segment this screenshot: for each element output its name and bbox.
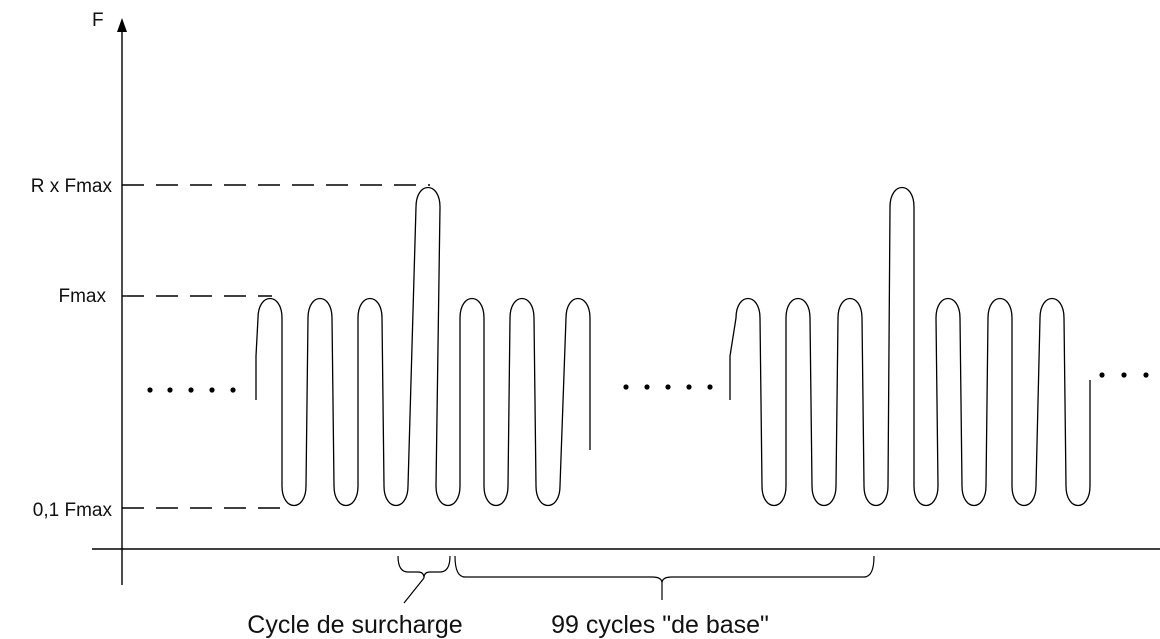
right-dot-2 bbox=[1121, 372, 1127, 378]
level-label-max: Fmax bbox=[59, 286, 107, 307]
overload-brace-pointer bbox=[403, 577, 425, 604]
base-brace bbox=[454, 555, 875, 600]
left-dot-4 bbox=[209, 387, 215, 393]
axes bbox=[92, 18, 1160, 585]
right-dot-3 bbox=[1143, 372, 1149, 378]
overload-cycle-label: Cycle de surcharge bbox=[247, 611, 462, 639]
middle-dot-1 bbox=[623, 384, 629, 390]
waveform-group-1 bbox=[255, 187, 591, 506]
left-dot-1 bbox=[147, 387, 153, 393]
left-dot-2 bbox=[167, 387, 173, 393]
overload-brace bbox=[397, 555, 451, 604]
axis-label-F: F bbox=[92, 10, 104, 31]
left-dot-5 bbox=[230, 387, 236, 393]
base-cycles-label: 99 cycles "de base" bbox=[551, 611, 769, 639]
continuation-dots bbox=[147, 372, 1149, 393]
level-label-min: 0,1 Fmax bbox=[33, 500, 113, 521]
middle-dot-5 bbox=[707, 384, 713, 390]
left-dot-3 bbox=[188, 387, 194, 393]
waveform-path-1 bbox=[255, 187, 591, 506]
waveform-path-2 bbox=[729, 187, 1091, 506]
right-dot-1 bbox=[1099, 372, 1105, 378]
base-brace-shape bbox=[454, 555, 875, 584]
waveform-group-2 bbox=[729, 187, 1091, 506]
middle-dot-4 bbox=[686, 384, 692, 390]
reference-lines bbox=[122, 184, 430, 509]
middle-dot-3 bbox=[665, 384, 671, 390]
level-label-peak: R x Fmax bbox=[31, 176, 113, 197]
overload-brace-shape bbox=[397, 555, 451, 579]
y-axis-arrowhead bbox=[117, 18, 127, 32]
middle-dot-2 bbox=[644, 384, 650, 390]
